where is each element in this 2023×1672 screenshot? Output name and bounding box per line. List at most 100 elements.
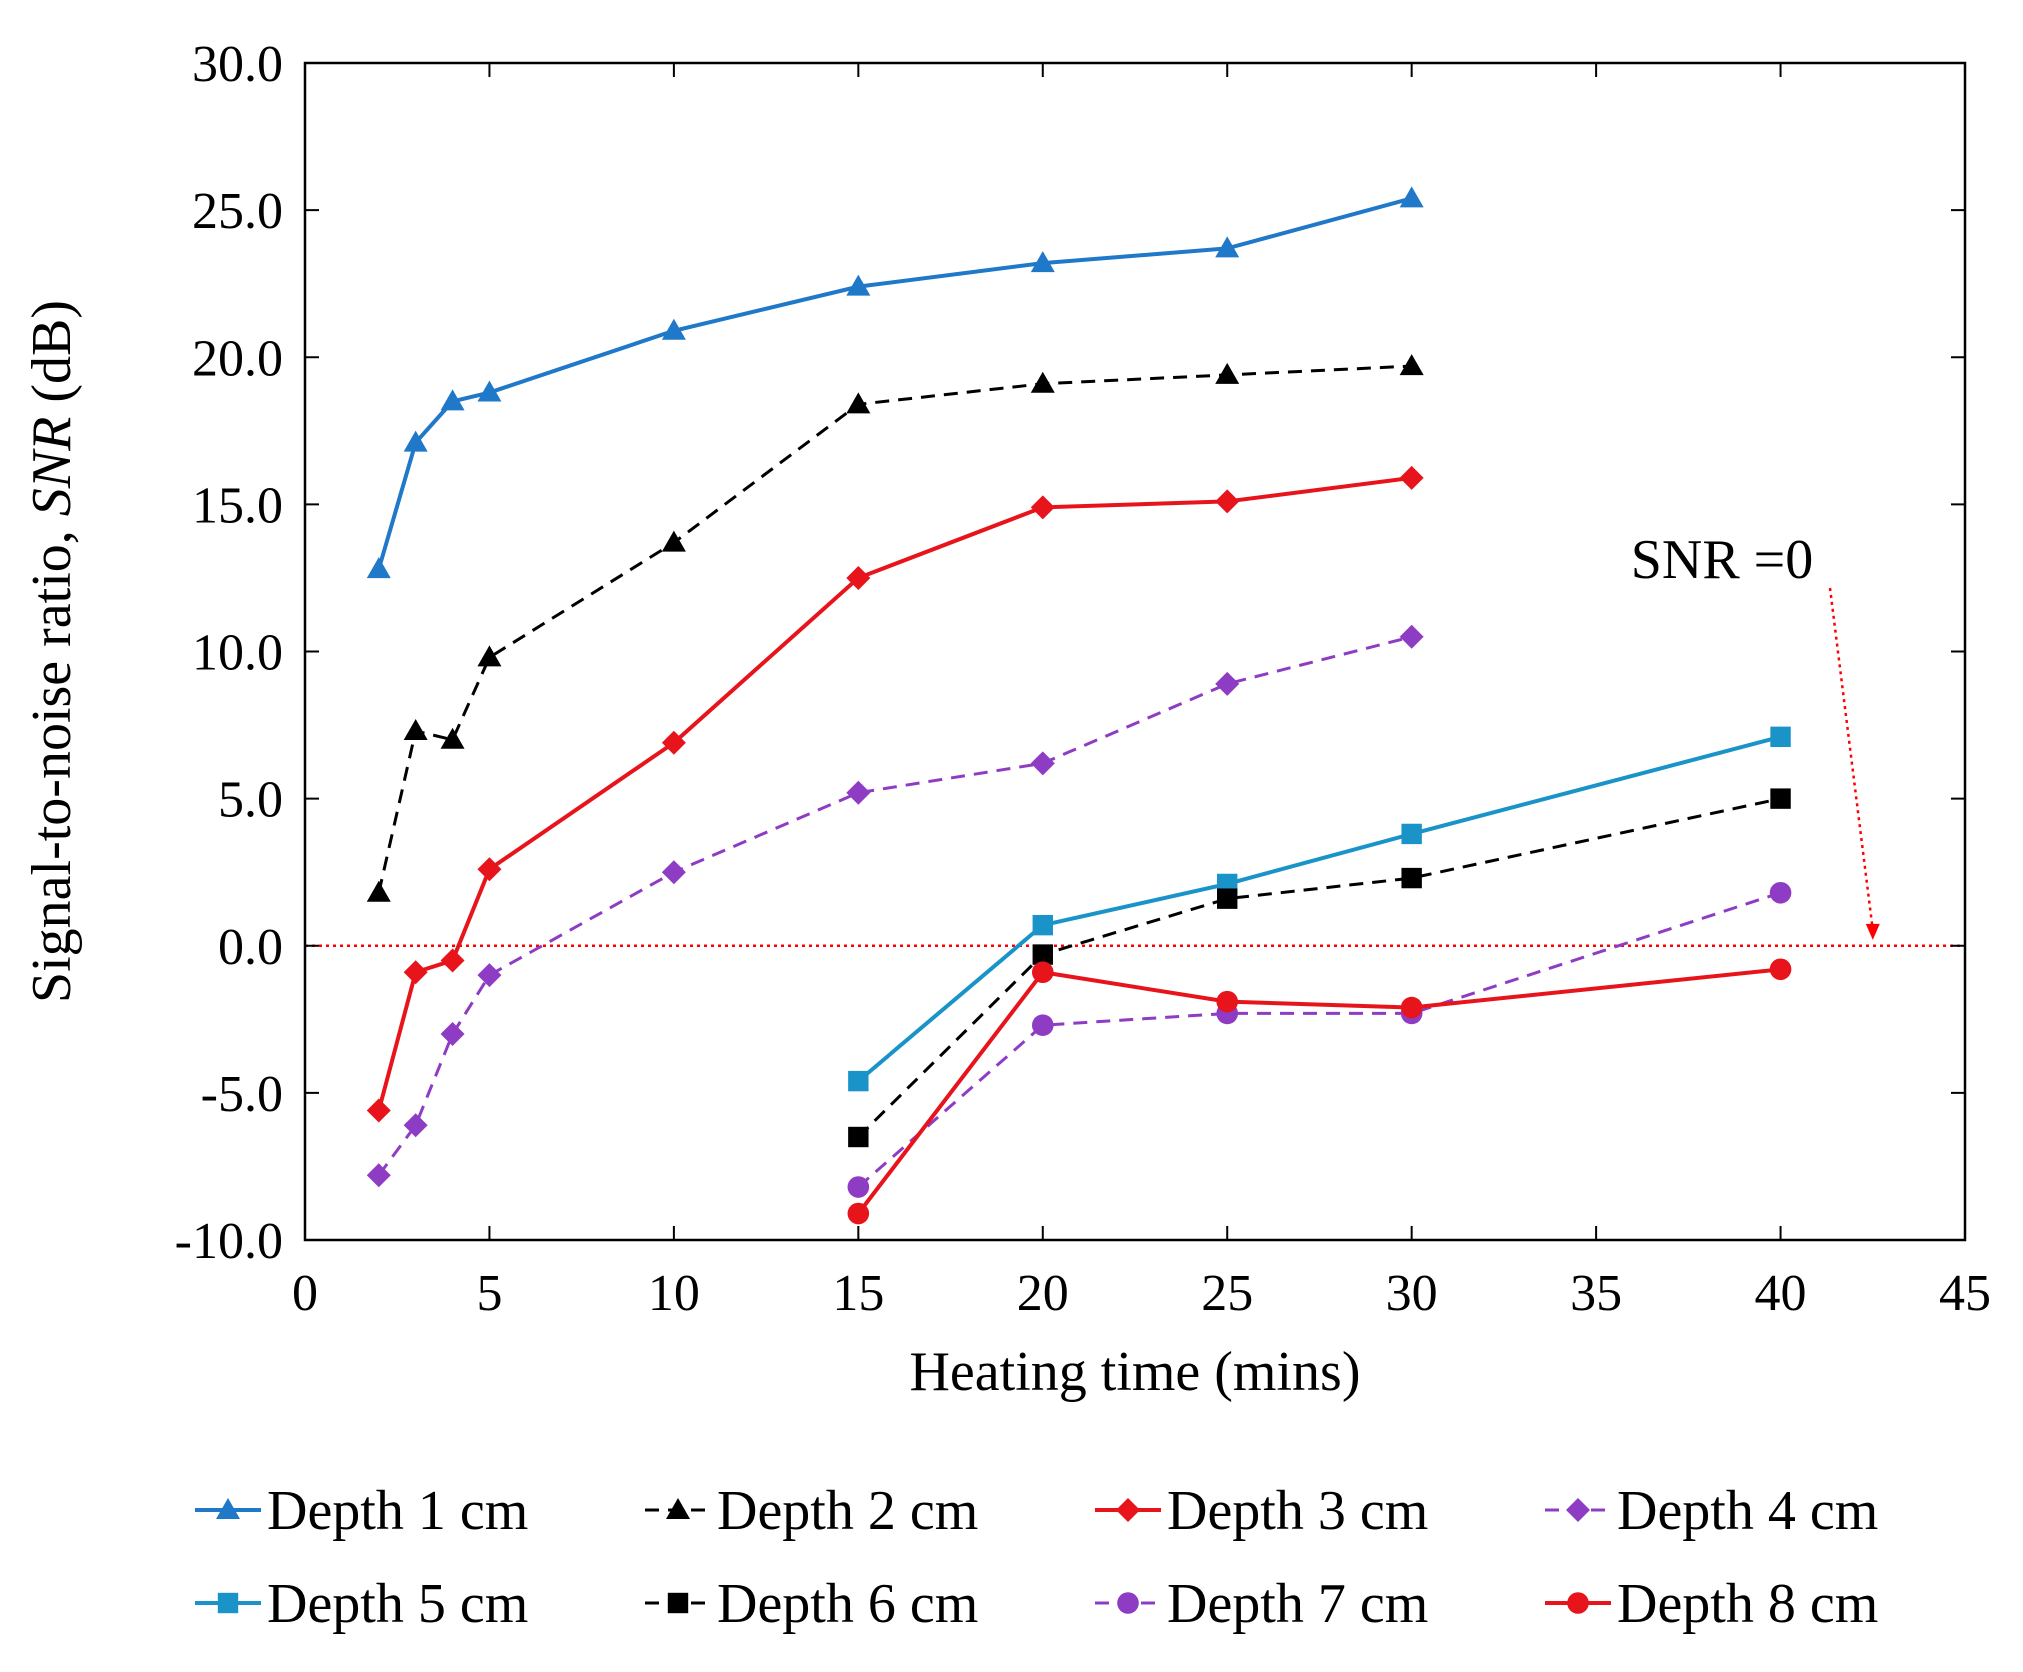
snr-zero-annotation: SNR =0 (1631, 529, 1814, 591)
data-point (366, 1098, 391, 1123)
data-point (366, 880, 391, 902)
series-depth-6-cm (848, 788, 1791, 1148)
data-point (440, 948, 465, 973)
data-point (1216, 990, 1239, 1013)
data-point (846, 274, 871, 296)
legend-item-depth-5-cm: Depth 5 cm (195, 1573, 528, 1635)
legend-label: Depth 6 cm (717, 1573, 978, 1635)
legend-item-depth-2-cm: Depth 2 cm (645, 1480, 978, 1542)
data-point (1399, 354, 1424, 376)
y-axis-title-suffix: (dB) (21, 300, 83, 417)
y-axis-tick-labels: -10.0 -5.0 0.0 5.0 10.0 15.0 20.0 25.0 30.0 (175, 36, 283, 1270)
series-depth-8-cm (847, 958, 1792, 1225)
data-point (440, 727, 465, 749)
legend-item-depth-1-cm: Depth 1 cm (195, 1480, 528, 1542)
data-point (1401, 823, 1422, 845)
y-tick-label: -10.0 (175, 1213, 283, 1270)
legend-swatch-marker (666, 1498, 690, 1519)
x-tick-label: 35 (1570, 1265, 1622, 1322)
legend-swatch-marker (667, 1592, 689, 1614)
data-point (1030, 751, 1055, 776)
legend-swatch-marker (1566, 1498, 1590, 1522)
legend-label: Depth 5 cm (267, 1573, 528, 1635)
y-tick-label: 0.0 (218, 919, 283, 976)
data-point (846, 780, 871, 805)
series-line (376, 196, 1413, 570)
data-point (1399, 465, 1424, 490)
series-layer (366, 186, 1792, 1225)
legend-item-depth-6-cm: Depth 6 cm (645, 1573, 978, 1635)
legend-swatch-marker (1116, 1498, 1140, 1522)
data-point (1030, 371, 1055, 393)
plot-area-frame (303, 61, 1967, 1242)
data-point (440, 389, 465, 411)
x-tick-label: 5 (476, 1265, 502, 1322)
series-depth-1-cm (366, 186, 1424, 579)
series-line (857, 797, 1781, 1139)
y-axis-title-prefix: Signal-to-noise ratio, (21, 516, 83, 1003)
y-axis-title-italic: SNR (21, 417, 83, 517)
data-point (1032, 914, 1053, 936)
y-axis-title: Signal-to-noise ratio, SNR (dB) (21, 300, 83, 1003)
data-point (846, 392, 871, 414)
data-point (661, 730, 686, 755)
y-tick-label: 25.0 (192, 183, 283, 240)
data-point (366, 557, 391, 579)
data-point (1399, 186, 1424, 208)
data-point (1030, 251, 1055, 273)
x-tick-label: 30 (1386, 1265, 1438, 1322)
x-tick-label: 20 (1017, 1265, 1069, 1322)
data-point (403, 718, 428, 740)
legend-swatch-marker (216, 1498, 240, 1519)
y-tick-label: 5.0 (218, 772, 283, 829)
legend-label: Depth 1 cm (267, 1480, 528, 1542)
x-axis-title: Heating time (mins) (909, 1341, 1360, 1403)
y-tick-label: 30.0 (192, 36, 283, 93)
y-tick-label: 15.0 (192, 477, 283, 534)
x-tick-label: 0 (292, 1265, 318, 1322)
x-tick-label: 45 (1939, 1265, 1991, 1322)
data-point (848, 1126, 869, 1148)
data-point (661, 318, 686, 340)
annotation-arrow-line (1828, 587, 1875, 931)
data-point (1031, 961, 1054, 984)
legend-swatch-marker (1567, 1592, 1589, 1614)
tick-marks (305, 63, 1965, 1240)
data-point (403, 960, 428, 985)
data-point (1399, 624, 1424, 649)
series-depth-2-cm (366, 354, 1424, 902)
series-line (856, 967, 1781, 1215)
series-depth-3-cm (366, 465, 1424, 1123)
data-point (1030, 495, 1055, 520)
x-tick-label: 10 (648, 1265, 700, 1322)
legend-swatch-marker (1117, 1592, 1139, 1614)
data-point (1400, 996, 1423, 1019)
legend-label: Depth 4 cm (1617, 1480, 1878, 1542)
legend-item-depth-8-cm: Depth 8 cm (1545, 1573, 1878, 1635)
data-point (847, 1176, 870, 1198)
data-point (846, 565, 871, 590)
data-point (661, 530, 686, 552)
data-point (1032, 944, 1053, 965)
data-point (848, 1070, 869, 1092)
x-axis-tick-labels: 0 5 10 15 20 25 30 35 40 45 (292, 1265, 1991, 1322)
x-tick-label: 15 (832, 1265, 884, 1322)
data-point (661, 860, 686, 885)
data-point (477, 963, 502, 988)
legend: Depth 1 cm Depth 2 cm Depth 3 cm Depth 4 cm… (195, 1480, 1878, 1635)
data-point (1215, 236, 1240, 258)
data-point (847, 1202, 870, 1225)
series-line (377, 635, 1413, 1177)
series-depth-5-cm (848, 726, 1791, 1092)
legend-item-depth-4-cm: Depth 4 cm (1545, 1480, 1878, 1542)
annotation-arrow-head (1865, 923, 1880, 940)
data-point (1217, 888, 1238, 909)
legend-item-depth-7-cm: Depth 7 cm (1095, 1573, 1428, 1635)
data-point (1401, 867, 1422, 889)
data-point (1770, 726, 1791, 748)
x-tick-label: 40 (1755, 1265, 1807, 1322)
series-line (857, 891, 1782, 1189)
legend-item-depth-3-cm: Depth 3 cm (1095, 1480, 1428, 1542)
data-point (1770, 788, 1791, 809)
